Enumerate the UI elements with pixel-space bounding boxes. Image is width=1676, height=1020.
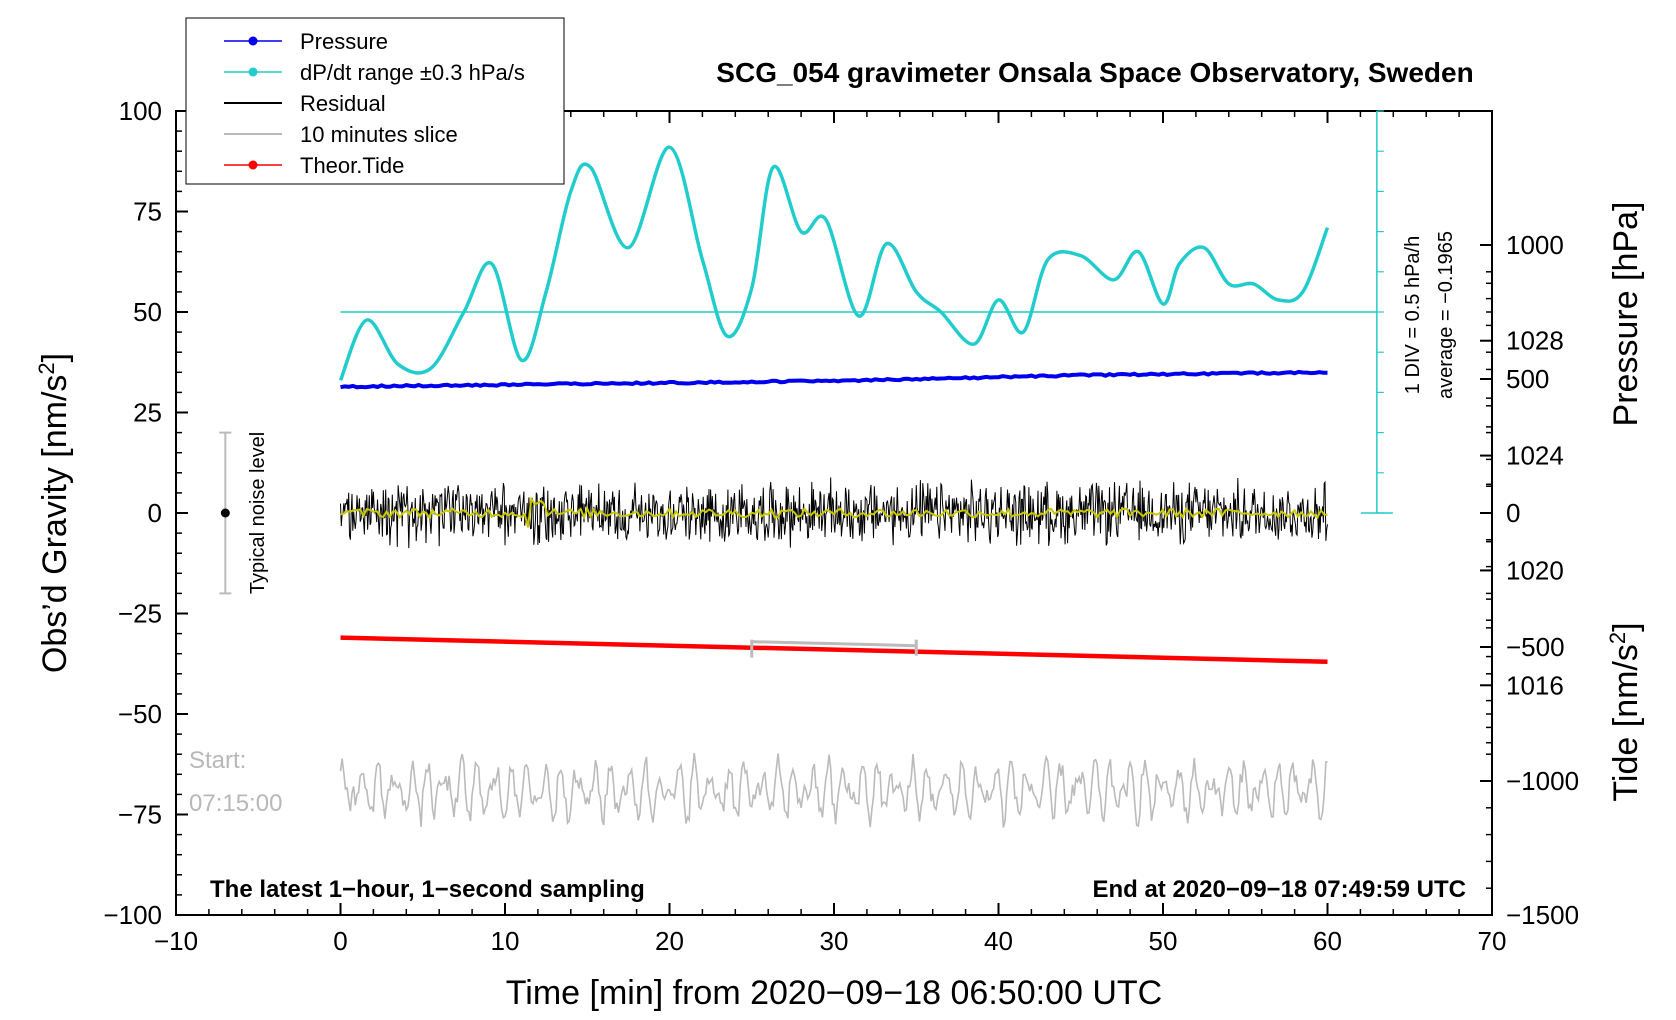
y-tick-label: −100 (103, 900, 162, 930)
average-label: average = −0.1965 (1435, 231, 1457, 399)
residual-smooth-line (340, 496, 1328, 528)
tide-tick-label: 1000 (1506, 230, 1564, 260)
x-tick-label: 30 (820, 926, 849, 956)
tide-title-main: Tide [nm/s (1607, 644, 1645, 801)
scale-bar-label: 1 DIV = 0.5 hPa/h (1402, 236, 1424, 394)
axis-ticks: −10 0 10 20 30 40 50 60 701007550250−25−50−75−10… (103, 96, 1579, 956)
noise-level-label: Typical noise level (247, 432, 269, 594)
legend-item-tide: Theor.Tide (224, 153, 404, 178)
residual-layer (219, 431, 1328, 595)
slice-marker (751, 640, 917, 648)
x-tick-label: 60 (1313, 926, 1342, 956)
dpdt-layer (338, 110, 1393, 514)
residual-line (340, 477, 1328, 549)
pressure-tick-label: 1024 (1506, 441, 1564, 471)
x-tick-label: 50 (1149, 926, 1178, 956)
tide-line (340, 635, 1328, 664)
x-tick-label: 40 (984, 926, 1013, 956)
legend-label-pressure: Pressure (300, 29, 388, 54)
slice-line (339, 752, 1328, 828)
tide-title-end: ] (1607, 622, 1645, 631)
y-tick-label: 50 (133, 297, 162, 327)
y-tick-label: −75 (118, 800, 162, 830)
x-tick-label: −10 (154, 926, 198, 956)
y-tick-label: 75 (133, 197, 162, 227)
start-time: 07:15:00 (189, 790, 282, 817)
y-axis-title-sup: 2 (34, 362, 59, 374)
legend-label-tide: Theor.Tide (300, 153, 404, 178)
tide-tick-label: 0 (1506, 498, 1520, 528)
slice-layer (339, 752, 1328, 828)
legend-item-residual: Residual (224, 91, 386, 116)
y-tick-label: −25 (118, 599, 162, 629)
legend-item-slice: 10 minutes slice (224, 122, 458, 147)
dpdt-line (338, 145, 1330, 382)
pressure-layer (340, 369, 1328, 390)
tide-tick-label: −1000 (1506, 766, 1579, 796)
y-axis-title-tide: Tide [nm/s2] (1605, 622, 1646, 801)
y-axis-title-end: ] (36, 353, 74, 362)
y-tick-label: −50 (118, 699, 162, 729)
y-tick-label: 100 (119, 96, 162, 126)
pressure-tick-label: 1016 (1506, 670, 1564, 700)
tide-tick-label: −1500 (1506, 900, 1579, 930)
y-axis-title-gravity: Obs’d Gravity [nm/s2] (34, 353, 75, 673)
y-axis-title-main: Obs’d Gravity [nm/s (36, 375, 74, 674)
tide-tick-label: 500 (1506, 364, 1549, 394)
chart-title: SCG_054 gravimeter Onsala Space Observat… (716, 57, 1473, 88)
y-axis-title-pressure: Pressure [hPa] (1607, 202, 1645, 427)
noise-level-dot (220, 508, 230, 518)
legend-label-dpdt: dP/dt range ±0.3 hPa/s (300, 60, 525, 85)
sampling-note: The latest 1−hour, 1−second sampling (210, 876, 645, 903)
x-tick-label: 0 (333, 926, 347, 956)
pressure-tick-label: 1028 (1506, 326, 1564, 356)
start-label: Start: (189, 747, 246, 774)
x-tick-label: 70 (1478, 926, 1507, 956)
tide-layer (340, 635, 1328, 664)
legend-label-slice: 10 minutes slice (300, 122, 458, 147)
pressure-line (340, 369, 1328, 390)
legend-label-residual: Residual (300, 91, 386, 116)
legend-item-dpdt: dP/dt range ±0.3 hPa/s (224, 60, 525, 85)
tide-tick-label: −500 (1506, 632, 1565, 662)
x-tick-label: 20 (655, 926, 684, 956)
legend-item-pressure: Pressure (224, 29, 388, 54)
end-time-note: End at 2020−09−18 07:49:59 UTC (1092, 876, 1466, 903)
pressure-tick-label: 1020 (1506, 555, 1564, 585)
legend-box (185, 17, 565, 185)
x-axis-title: Time [min] from 2020−09−18 06:50:00 UTC (506, 974, 1162, 1012)
y-tick-label: 25 (133, 398, 162, 428)
tide-title-sup: 2 (1605, 632, 1630, 644)
legend: Pressure dP/dt range ±0.3 hPa/s Residual… (185, 17, 565, 185)
y-tick-label: 0 (148, 498, 162, 528)
x-tick-label: 10 (491, 926, 520, 956)
